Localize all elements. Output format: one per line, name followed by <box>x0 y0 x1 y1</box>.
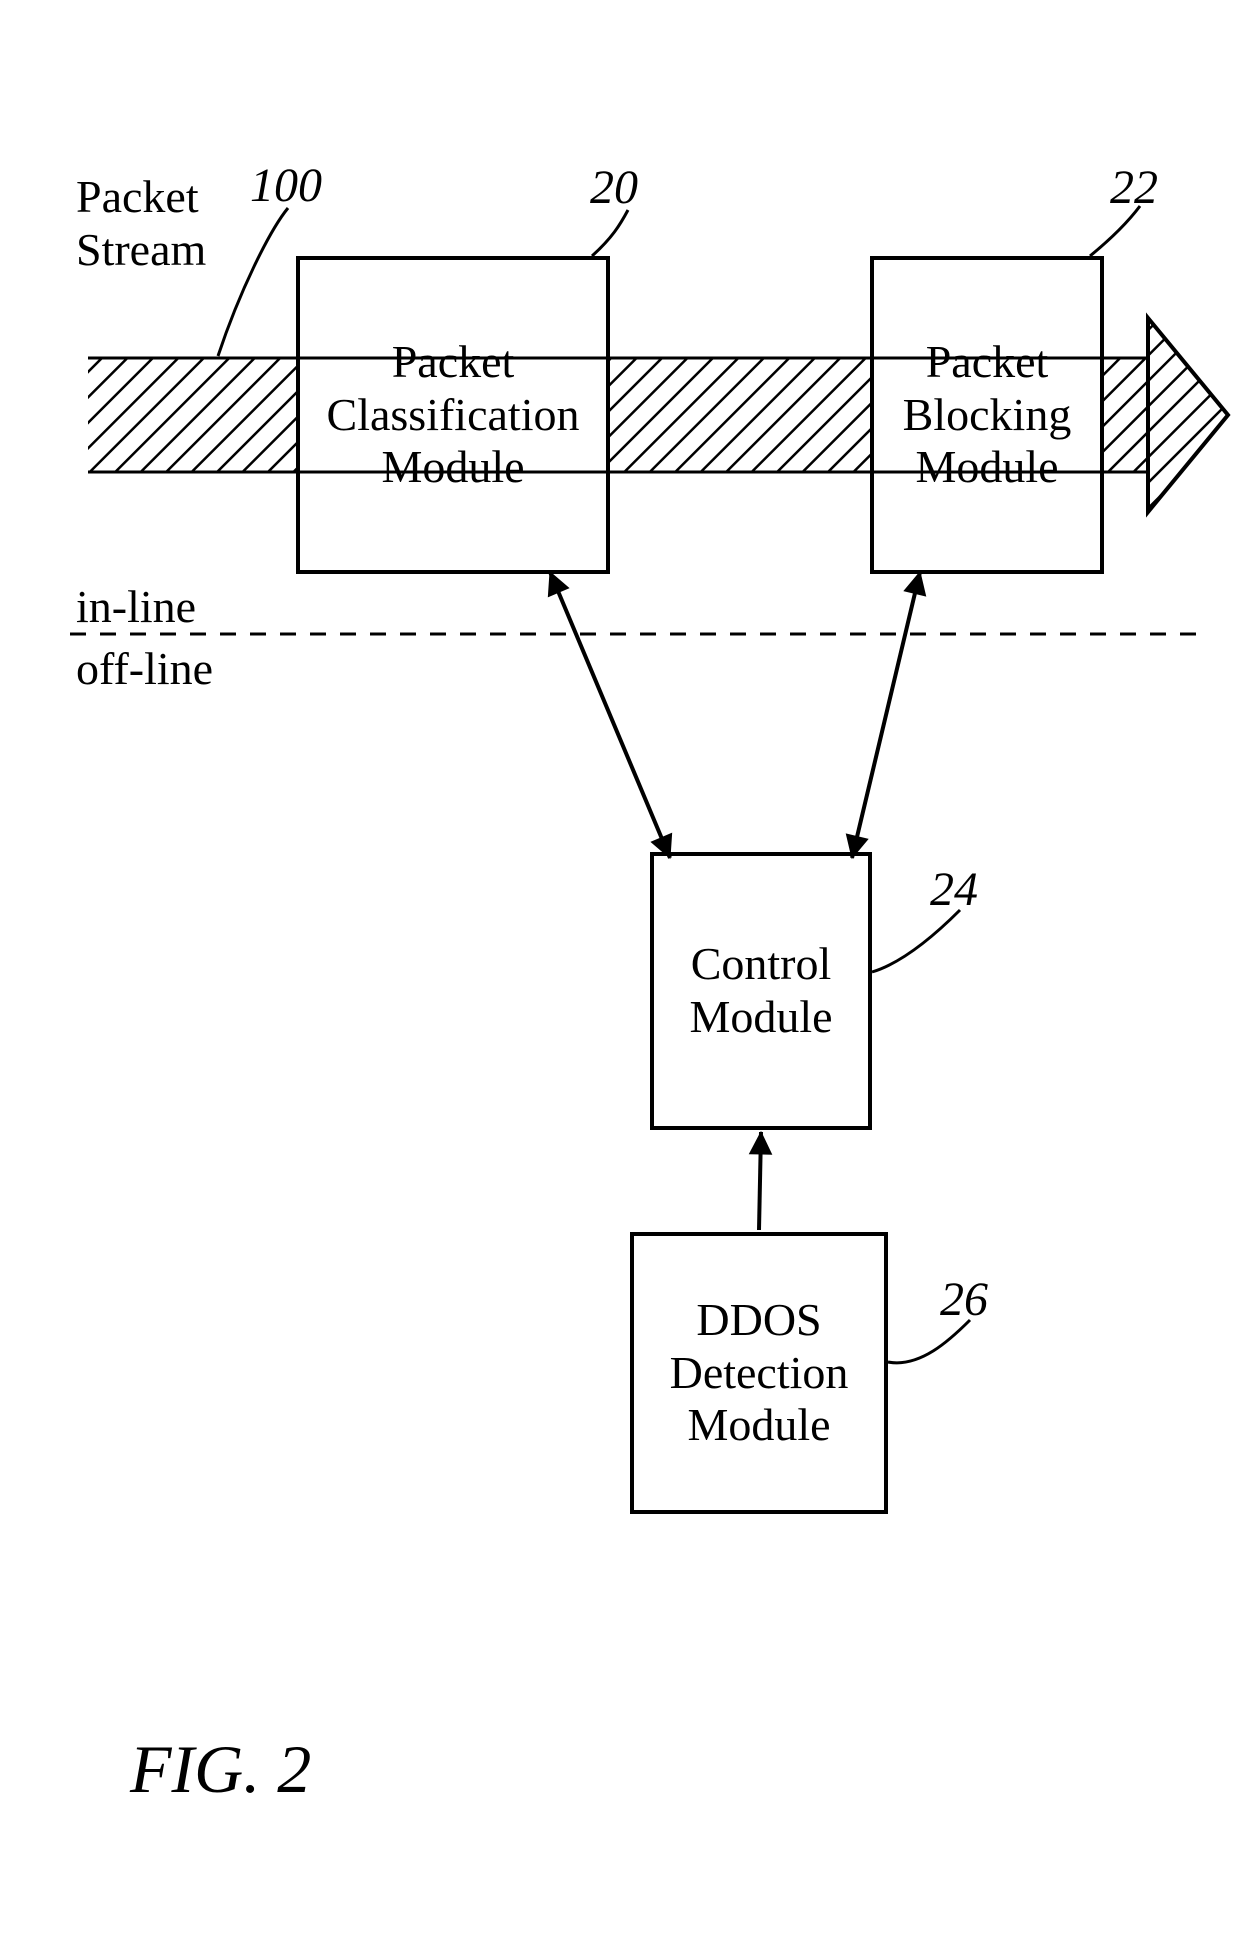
packet-stream-label: Packet Stream <box>76 170 206 276</box>
ref-24: 24 <box>930 862 978 917</box>
offline-label: off-line <box>76 642 213 695</box>
figure-label: FIG. 2 <box>130 1730 311 1809</box>
packet-classification-module: PacketClassificationModule <box>296 256 610 574</box>
ref-100: 100 <box>250 158 322 213</box>
ref-22: 22 <box>1110 160 1158 215</box>
ref-20: 20 <box>590 160 638 215</box>
packet-blocking-module: PacketBlockingModule <box>870 256 1104 574</box>
ddos-detection-module: DDOSDetectionModule <box>630 1232 888 1514</box>
control-module: ControlModule <box>650 852 872 1130</box>
inline-label: in-line <box>76 580 196 633</box>
diagram-canvas: Packet Stream in-line off-line FIG. 2 Pa… <box>0 0 1258 1933</box>
ref-26: 26 <box>940 1272 988 1327</box>
